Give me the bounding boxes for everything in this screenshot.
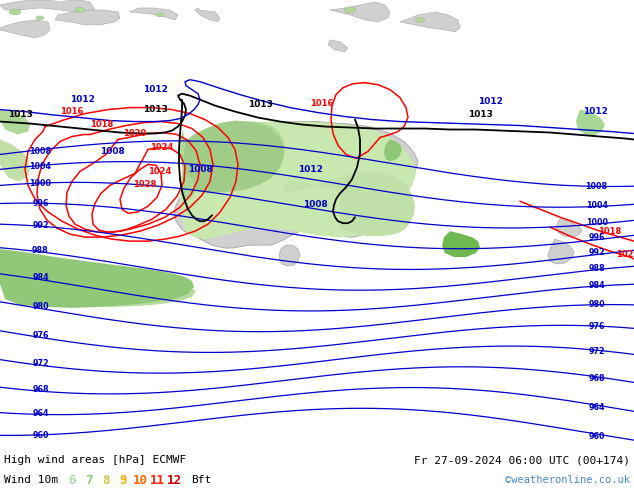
Polygon shape [548, 239, 574, 264]
Text: 10: 10 [133, 473, 148, 487]
Text: 988: 988 [588, 264, 605, 272]
Polygon shape [195, 8, 220, 22]
Text: 960: 960 [32, 431, 49, 440]
Text: 1020: 1020 [616, 249, 634, 259]
Text: 1008: 1008 [29, 147, 51, 156]
Polygon shape [0, 140, 30, 181]
Polygon shape [0, 0, 95, 15]
Text: 960: 960 [588, 432, 605, 441]
Text: 992: 992 [32, 221, 49, 230]
Text: 972: 972 [32, 359, 49, 368]
Text: 984: 984 [32, 273, 49, 282]
Text: Fr 27-09-2024 06:00 UTC (00+174): Fr 27-09-2024 06:00 UTC (00+174) [414, 455, 630, 465]
Text: 1016: 1016 [310, 99, 333, 108]
Text: 992: 992 [588, 248, 605, 257]
Text: 1013: 1013 [143, 105, 167, 114]
Text: 1004: 1004 [30, 162, 51, 171]
Text: 984: 984 [588, 281, 605, 290]
Polygon shape [0, 269, 196, 307]
Text: 1018: 1018 [91, 120, 113, 129]
Text: High wind areas [hPa] ECMWF: High wind areas [hPa] ECMWF [4, 455, 186, 465]
Polygon shape [183, 121, 284, 192]
Polygon shape [0, 20, 50, 38]
Polygon shape [344, 7, 356, 13]
Text: 1004: 1004 [586, 201, 608, 210]
Text: 1018: 1018 [598, 227, 621, 236]
Polygon shape [284, 172, 415, 236]
Text: 980: 980 [32, 301, 49, 311]
Text: 1000: 1000 [586, 218, 608, 227]
Text: 1008: 1008 [586, 182, 608, 191]
Polygon shape [330, 2, 390, 22]
Text: 1013: 1013 [8, 110, 32, 119]
Text: 11: 11 [150, 473, 164, 487]
Text: 988: 988 [32, 245, 49, 255]
Text: 968: 968 [588, 374, 605, 384]
Text: Wind 10m: Wind 10m [4, 475, 58, 485]
Text: 1028: 1028 [133, 180, 157, 189]
Text: 1012: 1012 [477, 97, 502, 106]
Polygon shape [279, 245, 300, 266]
Text: 1012: 1012 [143, 85, 167, 94]
Text: 1013: 1013 [467, 110, 493, 119]
Polygon shape [180, 122, 285, 182]
Text: 976: 976 [32, 331, 49, 340]
Polygon shape [75, 7, 85, 12]
Polygon shape [0, 110, 30, 135]
Text: 1008: 1008 [302, 200, 327, 209]
Polygon shape [328, 40, 348, 52]
Text: 1012: 1012 [297, 165, 323, 174]
Text: 9: 9 [119, 473, 127, 487]
Polygon shape [556, 219, 582, 237]
Text: 12: 12 [167, 473, 181, 487]
Text: Bft: Bft [191, 475, 211, 485]
Text: 964: 964 [588, 403, 605, 412]
Text: 1020: 1020 [124, 129, 146, 138]
Text: 1012: 1012 [583, 107, 607, 116]
Polygon shape [442, 231, 480, 257]
Text: 976: 976 [588, 322, 605, 331]
Text: 972: 972 [588, 347, 605, 356]
Text: 1016: 1016 [60, 107, 84, 116]
Polygon shape [415, 18, 425, 23]
Text: 6: 6 [68, 473, 75, 487]
Polygon shape [174, 122, 418, 248]
Text: 1008: 1008 [188, 165, 212, 174]
Text: 7: 7 [85, 473, 93, 487]
Text: 1012: 1012 [70, 95, 94, 104]
Polygon shape [180, 122, 416, 239]
Polygon shape [55, 10, 120, 25]
Text: 1024: 1024 [148, 167, 172, 176]
Polygon shape [36, 16, 44, 20]
Polygon shape [384, 140, 402, 161]
Text: 996: 996 [32, 198, 49, 208]
Polygon shape [156, 13, 164, 17]
Polygon shape [130, 8, 178, 20]
Text: 1008: 1008 [100, 147, 124, 156]
Text: ©weatheronline.co.uk: ©weatheronline.co.uk [505, 475, 630, 485]
Text: 964: 964 [32, 410, 49, 418]
Text: 996: 996 [588, 234, 605, 243]
Text: 8: 8 [102, 473, 110, 487]
Polygon shape [181, 172, 196, 201]
Polygon shape [9, 9, 21, 15]
Polygon shape [400, 12, 460, 32]
Polygon shape [0, 249, 194, 308]
Text: 1013: 1013 [247, 100, 273, 109]
Text: 1000: 1000 [30, 179, 51, 188]
Text: 980: 980 [588, 300, 605, 309]
Text: 1024: 1024 [150, 143, 174, 152]
Polygon shape [576, 110, 605, 136]
Text: 968: 968 [32, 386, 49, 394]
